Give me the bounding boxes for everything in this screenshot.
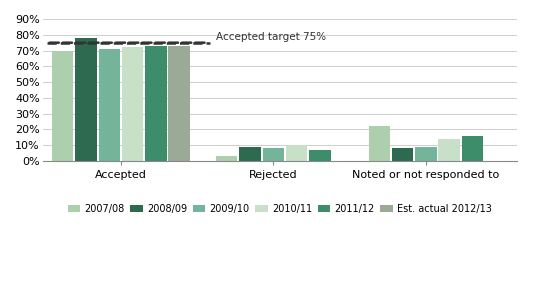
Bar [168,46,190,161]
Bar [392,148,413,161]
Legend: 2007/08, 2008/09, 2009/10, 2010/11, 2011/12, Est. actual 2012/13: 2007/08, 2008/09, 2009/10, 2010/11, 2011… [64,200,496,218]
Bar [462,136,483,161]
Bar [369,126,390,161]
Bar [52,50,73,161]
Bar [99,49,120,161]
Bar [415,147,437,161]
Bar [216,156,238,161]
Text: Accepted target 75%: Accepted target 75% [216,32,326,42]
Bar [75,38,96,161]
Bar [239,147,261,161]
Bar [145,46,167,161]
Bar [262,148,284,161]
Bar [286,145,307,161]
Bar [309,150,331,161]
Bar [438,139,460,161]
Bar [122,47,143,161]
